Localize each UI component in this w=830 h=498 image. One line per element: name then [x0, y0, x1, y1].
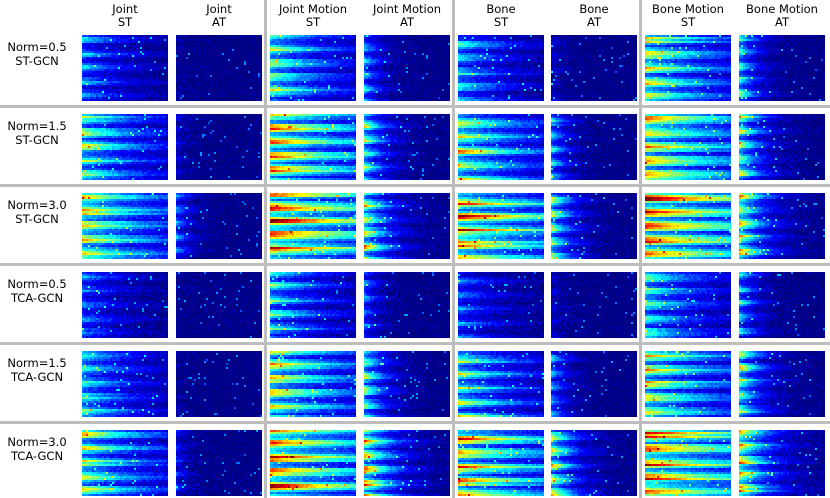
heatmap-joint-at-row-1	[176, 114, 262, 180]
heatmap-joint-motion-st-row-5	[270, 430, 356, 496]
heatmap-joint-st-row-4	[82, 351, 168, 417]
column-header-bone-st: Bone ST	[486, 2, 516, 29]
heatmap-bone-st-row-2	[458, 193, 544, 259]
column-header-bone-motion-st: Bone Motion ST	[652, 2, 724, 29]
heatmap-joint-at-row-5	[176, 430, 262, 496]
heatmap-bone-at-row-3	[551, 272, 637, 338]
heatmap-bone-motion-st-row-3	[645, 272, 731, 338]
column-header-bone-at: Bone AT	[579, 2, 609, 29]
heatmap-bone-st-row-1	[458, 114, 544, 180]
heatmap-bone-motion-at-row-0	[739, 35, 825, 101]
heatmap-bone-at-row-1	[551, 114, 637, 180]
heatmap-bone-at-row-2	[551, 193, 637, 259]
heatmap-joint-at-row-0	[176, 35, 262, 101]
heatmap-joint-at-row-2	[176, 193, 262, 259]
vertical-divider	[264, 0, 267, 498]
row-label-1: Norm=1.5 ST-GCN	[7, 119, 67, 147]
column-header-joint-motion-at: Joint Motion AT	[372, 2, 442, 29]
heatmap-bone-at-row-4	[551, 351, 637, 417]
column-header-joint-motion-st: Joint Motion ST	[278, 2, 348, 29]
column-header-joint-st: Joint ST	[112, 2, 138, 29]
heatmap-bone-at-row-5	[551, 430, 637, 496]
horizontal-divider	[0, 263, 830, 266]
heatmap-bone-st-row-4	[458, 351, 544, 417]
column-header-joint-at: Joint AT	[206, 2, 232, 29]
heatmap-bone-motion-st-row-5	[645, 430, 731, 496]
row-label-0: Norm=0.5 ST-GCN	[7, 40, 67, 68]
heatmap-joint-motion-at-row-1	[364, 114, 450, 180]
row-label-5: Norm=3.0 TCA-GCN	[7, 435, 67, 463]
heatmap-joint-st-row-3	[82, 272, 168, 338]
row-label-3: Norm=0.5 TCA-GCN	[7, 277, 67, 305]
vertical-divider	[452, 0, 455, 498]
row-label-4: Norm=1.5 TCA-GCN	[7, 356, 67, 384]
heatmap-joint-st-row-1	[82, 114, 168, 180]
heatmap-bone-motion-st-row-4	[645, 351, 731, 417]
heatmap-bone-motion-st-row-0	[645, 35, 731, 101]
heatmap-bone-st-row-3	[458, 272, 544, 338]
heatmap-bone-motion-st-row-2	[645, 193, 731, 259]
horizontal-divider	[0, 184, 830, 187]
heatmap-joint-st-row-2	[82, 193, 168, 259]
heatmap-joint-motion-at-row-4	[364, 351, 450, 417]
heatmap-joint-motion-st-row-1	[270, 114, 356, 180]
horizontal-divider	[0, 342, 830, 345]
vertical-divider	[639, 0, 642, 498]
heatmap-joint-motion-at-row-3	[364, 272, 450, 338]
heatmap-joint-motion-at-row-0	[364, 35, 450, 101]
heatmap-joint-motion-st-row-2	[270, 193, 356, 259]
heatmap-bone-motion-at-row-4	[739, 351, 825, 417]
row-label-2: Norm=3.0 ST-GCN	[7, 198, 67, 226]
heatmap-joint-at-row-3	[176, 272, 262, 338]
column-header-bone-motion-at: Bone Motion AT	[746, 2, 818, 29]
heatmap-joint-motion-st-row-0	[270, 35, 356, 101]
heatmap-bone-st-row-0	[458, 35, 544, 101]
heatmap-bone-at-row-0	[551, 35, 637, 101]
heatmap-bone-motion-st-row-1	[645, 114, 731, 180]
heatmap-bone-motion-at-row-3	[739, 272, 825, 338]
heatmap-bone-motion-at-row-1	[739, 114, 825, 180]
heatmap-joint-motion-at-row-2	[364, 193, 450, 259]
heatmap-bone-motion-at-row-5	[739, 430, 825, 496]
heatmap-joint-motion-st-row-3	[270, 272, 356, 338]
horizontal-divider	[0, 105, 830, 108]
heatmap-joint-motion-st-row-4	[270, 351, 356, 417]
heatmap-bone-motion-at-row-2	[739, 193, 825, 259]
heatmap-joint-at-row-4	[176, 351, 262, 417]
heatmap-joint-st-row-5	[82, 430, 168, 496]
heatmap-joint-motion-at-row-5	[364, 430, 450, 496]
heatmap-joint-st-row-0	[82, 35, 168, 101]
heatmap-bone-st-row-5	[458, 430, 544, 496]
horizontal-divider	[0, 421, 830, 424]
